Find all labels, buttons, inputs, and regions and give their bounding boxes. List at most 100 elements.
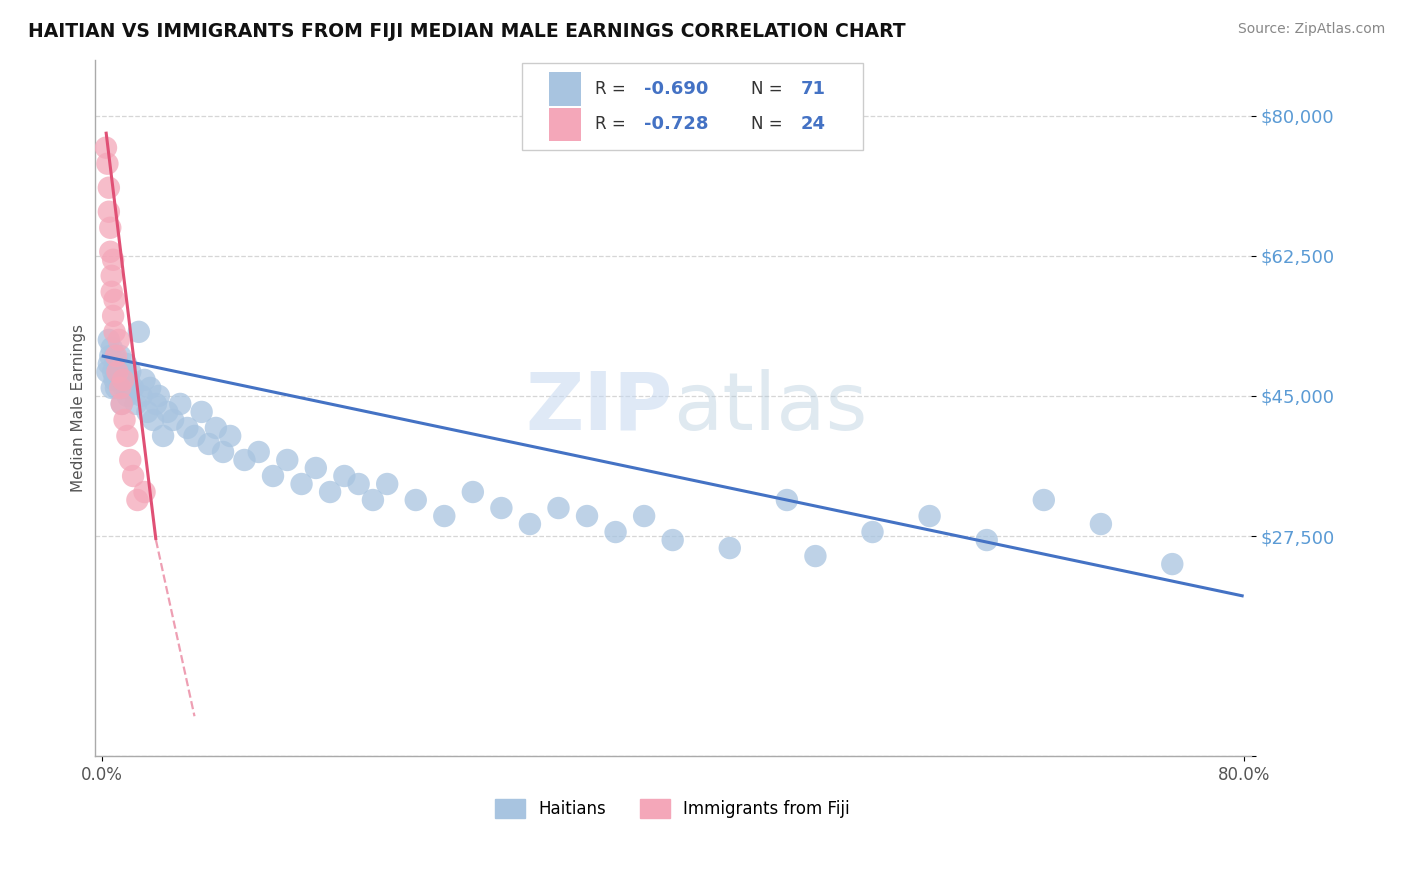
Point (118, 373, 141, 387)
Point (633, 509, 655, 524)
Point (152, 429, 174, 443)
Point (197, 437, 219, 451)
Point (110, 349, 132, 363)
Point (142, 413, 165, 427)
Point (97, 180, 120, 194)
Point (97, 333, 120, 347)
Point (1090, 516, 1112, 531)
Point (547, 501, 569, 516)
Point (290, 477, 312, 491)
Point (576, 509, 599, 524)
Point (333, 469, 356, 483)
Point (111, 397, 134, 411)
Y-axis label: Median Male Earnings: Median Male Earnings (72, 324, 86, 491)
Point (461, 485, 484, 500)
Point (114, 381, 136, 395)
Point (110, 381, 132, 395)
Point (519, 516, 541, 531)
Point (205, 421, 228, 435)
Text: R =: R = (595, 115, 631, 133)
Legend: Haitians, Immigrants from Fiji: Haitians, Immigrants from Fiji (489, 792, 856, 824)
Point (276, 453, 298, 467)
Point (212, 445, 235, 459)
Point (375, 477, 398, 491)
Point (156, 405, 179, 419)
Point (319, 485, 342, 500)
Text: N =: N = (751, 80, 789, 98)
Point (96, 157, 118, 171)
Point (145, 397, 167, 411)
Point (190, 405, 212, 419)
FancyBboxPatch shape (548, 108, 581, 141)
Point (122, 469, 145, 483)
Point (120, 365, 142, 379)
Text: R =: R = (595, 80, 631, 98)
Point (1032, 493, 1054, 508)
Point (491, 501, 513, 516)
Point (976, 533, 998, 547)
Point (262, 469, 284, 483)
Text: ZIP: ZIP (526, 369, 672, 447)
Point (98, 349, 121, 363)
Point (131, 389, 153, 403)
Point (98, 220, 121, 235)
Point (101, 252, 124, 267)
Point (176, 421, 198, 435)
FancyBboxPatch shape (548, 72, 581, 106)
Point (162, 413, 184, 427)
FancyBboxPatch shape (523, 63, 863, 150)
Point (97, 204, 120, 219)
Text: 24: 24 (801, 115, 825, 133)
Point (103, 325, 125, 339)
Point (94, 141, 117, 155)
Point (233, 453, 256, 467)
Point (718, 541, 741, 555)
Point (107, 365, 129, 379)
Point (101, 365, 124, 379)
Point (111, 397, 134, 411)
Point (97, 357, 120, 371)
Point (100, 268, 122, 283)
Point (108, 333, 131, 347)
Point (107, 357, 129, 371)
Point (804, 549, 827, 563)
Point (104, 381, 127, 395)
Point (112, 365, 135, 379)
Point (114, 413, 136, 427)
Text: atlas: atlas (672, 369, 868, 447)
Point (100, 341, 122, 355)
Point (862, 524, 884, 539)
Point (103, 293, 125, 307)
Point (134, 485, 156, 500)
Text: -0.690: -0.690 (644, 80, 709, 98)
Text: -0.728: -0.728 (644, 115, 709, 133)
Point (108, 373, 131, 387)
Point (661, 533, 683, 547)
Point (96, 365, 118, 379)
Point (112, 373, 135, 387)
Point (103, 373, 125, 387)
Point (115, 357, 138, 371)
Point (605, 524, 627, 539)
Point (103, 349, 125, 363)
Point (219, 429, 242, 443)
Text: HAITIAN VS IMMIGRANTS FROM FIJI MEDIAN MALE EARNINGS CORRELATION CHART: HAITIAN VS IMMIGRANTS FROM FIJI MEDIAN M… (28, 22, 905, 41)
Point (139, 381, 162, 395)
Point (100, 285, 122, 299)
Point (347, 477, 370, 491)
Point (305, 461, 328, 475)
Point (125, 397, 148, 411)
Point (169, 397, 191, 411)
Point (122, 381, 145, 395)
Point (148, 389, 170, 403)
Point (98, 244, 121, 259)
Point (247, 445, 270, 459)
Point (117, 429, 139, 443)
Point (127, 493, 149, 508)
Point (918, 509, 941, 524)
Point (433, 509, 456, 524)
Point (136, 405, 159, 419)
Point (1161, 557, 1184, 571)
Point (183, 429, 205, 443)
Text: N =: N = (751, 115, 789, 133)
